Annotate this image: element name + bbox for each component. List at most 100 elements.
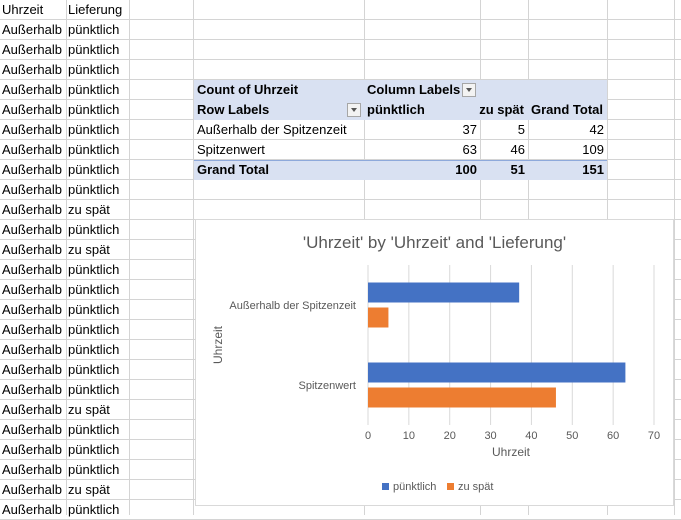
cell-uhrzeit[interactable]: Außerhalb der Spitzenzeit [2,442,65,457]
cell-uhrzeit[interactable]: Außerhalb der Spitzenzeit [2,382,65,397]
cell-uhrzeit[interactable]: Außerhalb der Spitzenzeit [2,502,65,517]
pivot-row-label[interactable]: Spitzenwert [197,142,265,157]
cell-uhrzeit[interactable]: Außerhalb der Spitzenzeit [2,462,65,477]
cell-uhrzeit[interactable]: Außerhalb der Spitzenzeit [2,422,65,437]
bar-zu-spaet [368,387,556,408]
column-labels-filter-button[interactable] [462,83,476,97]
cell-lieferung[interactable]: pünktlich [68,342,120,357]
cell-lieferung[interactable]: pünktlich [68,502,120,517]
cell-lieferung[interactable]: pünktlich [68,82,120,97]
cell-lieferung[interactable]: pünktlich [68,262,120,277]
cell-lieferung[interactable]: pünktlich [68,102,120,117]
pivot-row-label[interactable]: Außerhalb der Spitzenzeit [197,122,347,137]
x-tick-label: 10 [403,430,415,442]
pivot-col-header-zu-spaet[interactable]: zu spät [479,102,524,117]
bar-zu-spaet [368,307,389,328]
legend-label: zu spät [458,481,493,493]
cell-uhrzeit[interactable]: Außerhalb der Spitzenzeit [2,82,65,97]
column-divider [674,0,675,515]
pivot-chart[interactable]: 'Uhrzeit' by 'Uhrzeit' and 'Lieferung' 0 1… [195,219,674,506]
cell-uhrzeit[interactable]: Außerhalb der Spitzenzeit [2,22,65,37]
pivot-grand-total-cell[interactable]: 151 [582,162,604,177]
x-tick-label: 50 [566,430,578,442]
cell-uhrzeit[interactable]: Außerhalb der Spitzenzeit [2,102,65,117]
cell-lieferung[interactable]: pünktlich [68,22,120,37]
cell-lieferung[interactable]: pünktlich [68,442,120,457]
cell-uhrzeit[interactable]: Außerhalb der Spitzenzeit [2,322,65,337]
pivot-cell[interactable]: 109 [582,142,604,157]
cell-lieferung[interactable]: pünktlich [68,422,120,437]
cell-uhrzeit[interactable]: Außerhalb der Spitzenzeit [2,162,65,177]
pivot-total-border [194,160,607,161]
row-divider [0,19,681,20]
pivot-cell[interactable]: 63 [462,142,477,157]
cell-uhrzeit[interactable]: Außerhalb der Spitzenzeit [2,482,65,497]
chart-canvas: 'Uhrzeit' by 'Uhrzeit' and 'Lieferung' 0 1… [211,233,660,493]
pivot-cell[interactable]: 42 [589,122,604,137]
cell-lieferung[interactable]: zu spät [68,242,110,257]
cell-uhrzeit[interactable]: Außerhalb der Spitzenzeit [2,62,65,77]
cell-uhrzeit[interactable]: Außerhalb der Spitzenzeit [2,222,65,237]
cell-uhrzeit[interactable]: Außerhalb der Spitzenzeit [2,182,65,197]
row-divider [0,139,681,140]
cell-lieferung[interactable]: pünktlich [68,382,120,397]
cell-uhrzeit[interactable]: Außerhalb der Spitzenzeit [2,202,65,217]
pivot-grand-total-label[interactable]: Grand Total [197,162,269,177]
cell-lieferung[interactable]: pünktlich [68,122,120,137]
pivot-column-labels[interactable]: Column Labels [367,82,461,97]
row-divider [0,159,681,160]
cell-lieferung[interactable]: pünktlich [68,282,120,297]
cell-uhrzeit[interactable]: Außerhalb der Spitzenzeit [2,262,65,277]
cell-uhrzeit[interactable]: Außerhalb der Spitzenzeit [2,302,65,317]
bar-puenktlich [368,362,626,383]
pivot-cell[interactable]: 46 [510,142,525,157]
cell-lieferung[interactable]: pünktlich [68,322,120,337]
pivot-col-header-puenktlich[interactable]: pünktlich [367,102,425,117]
cell-lieferung[interactable]: pünktlich [68,362,120,377]
pivot-cell[interactable]: 5 [517,122,525,137]
row-labels-filter-button[interactable] [347,103,361,117]
y-axis-title: Uhrzeit [211,325,225,364]
cell-lieferung[interactable]: zu spät [68,482,110,497]
row-divider [0,39,681,40]
header-cell-uhrzeit[interactable]: Uhrzeit [2,2,44,17]
cell-uhrzeit[interactable]: Außerhalb der Spitzenzeit [2,242,65,257]
cell-uhrzeit[interactable]: Außerhalb der Spitzenzeit [2,122,65,137]
cell-uhrzeit[interactable]: Außerhalb der Spitzenzeit [2,362,65,377]
pivot-value-field[interactable]: Count of Uhrzeit [197,82,299,97]
cell-lieferung[interactable]: pünktlich [68,302,120,317]
cell-lieferung[interactable]: zu spät [68,202,110,217]
cell-lieferung[interactable]: pünktlich [68,62,120,77]
cell-uhrzeit[interactable]: Außerhalb der Spitzenzeit [2,42,65,57]
cell-uhrzeit[interactable]: Außerhalb der Spitzenzeit [2,402,65,417]
cell-lieferung[interactable]: pünktlich [68,462,120,477]
column-divider [66,0,67,515]
cell-lieferung[interactable]: zu spät [68,402,110,417]
header-cell-lieferung[interactable]: Lieferung [68,2,123,17]
pivot-row-labels[interactable]: Row Labels [197,102,270,117]
legend-swatch [447,483,454,490]
cell-lieferung[interactable]: pünktlich [68,42,120,57]
pivot-grand-total-cell[interactable]: 51 [510,162,525,177]
cell-lieferung[interactable]: pünktlich [68,142,120,157]
row-divider [0,59,681,60]
cell-lieferung[interactable]: pünktlich [68,222,120,237]
cell-lieferung[interactable]: pünktlich [68,182,120,197]
pivot-header-background [194,80,607,120]
row-divider [0,79,681,80]
x-tick-label: 30 [484,430,496,442]
x-tick-label: 60 [607,430,619,442]
cell-uhrzeit[interactable]: Außerhalb der Spitzenzeit [2,342,65,357]
cell-uhrzeit[interactable]: Außerhalb der Spitzenzeit [2,282,65,297]
column-divider [129,0,130,515]
pivot-cell[interactable]: 37 [462,122,477,137]
row-divider [0,199,681,200]
cell-lieferung[interactable]: pünktlich [68,162,120,177]
column-divider [193,0,194,515]
x-axis-title: Uhrzeit [492,445,531,459]
cell-uhrzeit[interactable]: Außerhalb der Spitzenzeit [2,142,65,157]
legend-swatch [382,483,389,490]
x-tick-label: 70 [648,430,660,442]
pivot-col-header-grand-total[interactable]: Grand Total [531,102,603,117]
pivot-grand-total-cell[interactable]: 100 [455,162,477,177]
